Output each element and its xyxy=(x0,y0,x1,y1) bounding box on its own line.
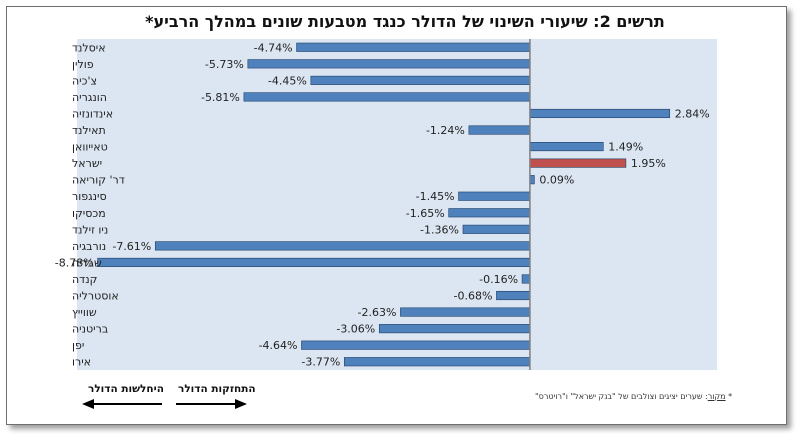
category-label-5: תאילנד xyxy=(72,124,106,137)
data-labels: -4.74% -5.73% -4.45% -5.81% 2.84% -1.24% 1.49%… xyxy=(55,41,710,368)
bar-0 xyxy=(296,42,531,52)
bar-12 xyxy=(154,241,531,251)
bar-14 xyxy=(521,274,531,284)
data-label-6: 1.49% xyxy=(608,141,643,154)
bar-19 xyxy=(344,357,531,367)
data-label-18: -4.64% xyxy=(259,339,298,352)
category-label-12: נורבגיה xyxy=(72,240,106,253)
bar-4 xyxy=(529,108,671,119)
source-note: * מקור: שערים יציגים וצולבים של "בנק ישר… xyxy=(535,392,732,401)
category-label-1: פולין xyxy=(72,58,94,71)
data-label-11: -1.36% xyxy=(420,223,459,236)
strengthening-label: התחזקות הדולר xyxy=(178,383,256,395)
category-label-8: דר' קוריאה xyxy=(72,174,125,187)
category-label-15: אוסטרליה xyxy=(72,290,119,303)
source-label: מקור xyxy=(707,392,726,401)
data-label-12: -7.61% xyxy=(112,240,151,253)
direction-arrows xyxy=(82,399,247,409)
data-label-1: -5.73% xyxy=(205,58,244,71)
category-label-2: צ'כיה xyxy=(72,74,97,87)
bar-16 xyxy=(400,307,531,317)
data-label-10: -1.65% xyxy=(406,207,445,220)
category-labels: איסלנד פולין צ'כיה הונגריה אינדונזיה תאילנד טא… xyxy=(72,41,125,368)
category-label-0: איסלנד xyxy=(72,41,106,54)
bar-17 xyxy=(378,324,531,334)
category-label-6: טאייוואן xyxy=(72,141,108,154)
weakening-label: היחלשות הדולר xyxy=(88,383,164,395)
data-label-7: 1.95% xyxy=(631,157,666,170)
data-label-17: -3.06% xyxy=(336,323,375,336)
chart-title: תרשים 2: שיעורי השינוי של הדולר כנגד מטב… xyxy=(145,12,665,31)
bar-6 xyxy=(529,142,604,152)
right-arrow-head xyxy=(235,399,247,409)
bars-group xyxy=(97,42,671,367)
source-text: : שערים יציגים וצולבים של "בנק ישראל" ו"… xyxy=(535,392,708,401)
bar-13 xyxy=(97,257,531,267)
data-label-4: 2.84% xyxy=(675,107,710,120)
plot-area xyxy=(77,39,717,370)
category-label-9: סינגפור xyxy=(72,190,107,203)
category-label-19: אירו xyxy=(72,356,91,369)
bar-15 xyxy=(496,290,531,301)
data-label-3: -5.81% xyxy=(201,91,240,104)
category-label-13: שבדיה xyxy=(72,256,102,269)
category-label-3: הונגריה xyxy=(72,91,107,104)
bar-10 xyxy=(448,208,531,218)
data-label-14: -0.16% xyxy=(479,273,518,286)
source-asterisk: * xyxy=(728,392,733,401)
category-label-18: יפן xyxy=(72,339,84,352)
bar-7 xyxy=(529,158,627,168)
category-label-14: קנדה xyxy=(72,273,97,286)
category-label-7: ישראל xyxy=(72,157,102,170)
category-label-11: ניו זילנד xyxy=(72,223,108,236)
data-label-5: -1.24% xyxy=(426,124,465,137)
category-label-4: אינדונזיה xyxy=(72,107,113,120)
bar-11 xyxy=(462,224,531,234)
data-label-16: -2.63% xyxy=(358,306,397,319)
bar-18 xyxy=(301,340,531,350)
bar-1 xyxy=(247,59,531,69)
category-label-17: בריטניה xyxy=(72,323,108,336)
data-label-9: -1.45% xyxy=(416,190,455,203)
bar-2 xyxy=(310,75,531,85)
bar-9 xyxy=(458,191,531,201)
left-arrow-head xyxy=(82,399,94,409)
category-label-16: שווייץ xyxy=(72,306,97,319)
bar-5 xyxy=(468,125,531,135)
data-label-19: -3.77% xyxy=(301,356,340,369)
bar-3 xyxy=(243,92,531,102)
data-label-0: -4.74% xyxy=(254,41,293,54)
data-label-13: -8.78% xyxy=(55,256,94,269)
data-label-8: 0.09% xyxy=(539,174,574,187)
data-label-2: -4.45% xyxy=(268,74,307,87)
data-label-15: -0.68% xyxy=(454,290,493,303)
category-label-10: מכסיקו xyxy=(72,207,106,220)
